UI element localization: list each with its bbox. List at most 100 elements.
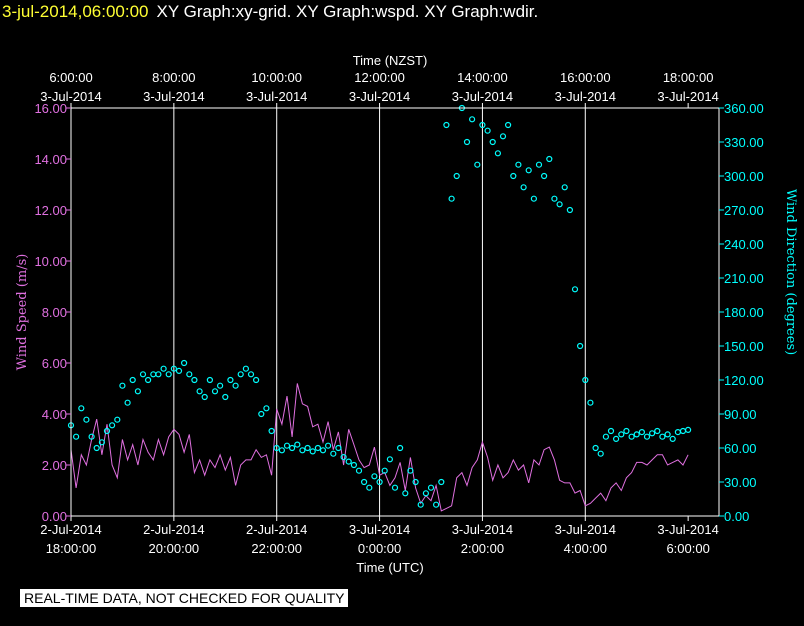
wind-direction-point — [309, 448, 316, 455]
wind-direction-point — [659, 433, 666, 440]
wind-direction-point — [201, 393, 208, 401]
wind-direction-point — [391, 484, 399, 491]
wind-direction-point — [371, 473, 378, 480]
wind-direction-point — [232, 382, 239, 389]
wind-direction-point — [165, 371, 172, 378]
wind-direction-point — [443, 121, 450, 129]
wind-direction-point — [417, 501, 424, 508]
top-tick-label-time: 18:00:00 — [663, 70, 714, 85]
right-tick-label: 210.00 — [724, 271, 764, 286]
wind-direction-point — [623, 427, 630, 435]
wind-direction-point — [134, 388, 141, 395]
bottom-tick-label-time: 4:00:00 — [564, 541, 607, 556]
wind-direction-point — [648, 430, 656, 437]
top-tick-label-date: 3-Jul-2014 — [657, 89, 718, 104]
wind-direction-point — [448, 195, 455, 202]
wind-direction-point — [407, 467, 414, 474]
wind-direction-point — [602, 433, 610, 440]
wind-direction-point — [679, 427, 687, 435]
wind-direction-point — [129, 376, 136, 384]
left-tick-label: 16.00 — [34, 101, 67, 116]
wind-direction-point — [355, 467, 363, 474]
wind-direction-point — [340, 454, 347, 461]
wind-direction-point — [278, 447, 285, 454]
bottom-tick-label-date: 3-Jul-2014 — [657, 522, 718, 537]
wind-direction-point — [103, 427, 111, 435]
wind-direction-point — [191, 376, 198, 384]
left-axis-label: Wind Speed (m/s) — [15, 254, 30, 371]
right-tick-label: 120.00 — [724, 373, 764, 388]
wind-direction-point — [345, 458, 352, 465]
wind-direction-point — [263, 405, 270, 412]
top-tick-label-date: 3-Jul-2014 — [143, 89, 204, 104]
wind-direction-point — [515, 161, 522, 168]
wind-direction-point — [438, 478, 445, 486]
top-tick-label-time: 10:00:00 — [251, 70, 302, 85]
wind-direction-point — [582, 376, 589, 384]
left-tick-label: 10.00 — [34, 254, 67, 269]
wind-direction-point — [155, 371, 162, 378]
wind-direction-point — [433, 501, 440, 508]
right-tick-label: 90.00 — [724, 407, 757, 422]
wind-direction-point — [489, 138, 496, 146]
wind-direction-point — [592, 444, 599, 452]
wind-direction-point — [361, 478, 368, 486]
wind-direction-point — [88, 433, 95, 440]
wind-direction-point — [381, 467, 388, 474]
wind-direction-point — [633, 431, 640, 438]
wind-direction-point — [294, 441, 301, 448]
left-tick-label: 2.00 — [42, 458, 67, 473]
grid — [173, 108, 586, 516]
top-tick-label-time: 6:00:00 — [49, 70, 92, 85]
wind-direction-point — [535, 161, 543, 168]
bottom-tick-label-date: 2-Jul-2014 — [143, 522, 204, 537]
wind-direction-point — [402, 490, 409, 497]
wind-direction-point — [540, 172, 548, 180]
wind-direction-point — [556, 201, 563, 208]
right-tick-label: 240.00 — [724, 237, 764, 252]
wind-direction-point — [196, 388, 203, 395]
bottom-tick-label-date: 3-Jul-2014 — [452, 522, 513, 537]
top-tick-label-date: 3-Jul-2014 — [555, 89, 616, 104]
wind-direction-point — [612, 435, 620, 442]
wind-direction-point — [597, 450, 604, 457]
wind-direction-point — [237, 371, 244, 378]
wind-direction-point — [469, 116, 476, 123]
wind-direction-point — [530, 195, 538, 202]
wind-direction-point — [175, 367, 183, 374]
left-tick-label: 8.00 — [42, 305, 67, 320]
top-tick-label-date: 3-Jul-2014 — [452, 89, 513, 104]
wind-direction-point — [474, 161, 481, 168]
wind-direction-point — [546, 155, 553, 163]
wind-direction-point — [242, 365, 249, 372]
wind-direction-point — [83, 416, 90, 423]
wind-direction-point — [119, 382, 126, 389]
wind-direction-point — [376, 478, 383, 486]
wind-direction-point — [150, 371, 157, 378]
wind-direction-point — [114, 416, 121, 423]
top-tick-label-time: 16:00:00 — [560, 70, 611, 85]
wind-direction-point — [463, 138, 471, 146]
wind-speed-series — [70, 383, 689, 512]
wind-direction-point — [325, 442, 332, 449]
right-tick-label: 330.00 — [724, 135, 764, 150]
right-tick-label: 150.00 — [724, 339, 764, 354]
bottom-tick-label-time: 20:00:00 — [149, 541, 200, 556]
wind-direction-point — [124, 399, 131, 406]
wind-direction-point — [181, 359, 188, 367]
wind-direction-point — [273, 444, 280, 452]
wind-direction-point — [587, 399, 594, 406]
wind-direction-series — [67, 104, 692, 508]
graph-list: XY Graph:xy-grid. XY Graph:wspd. XY Grap… — [156, 2, 539, 21]
left-tick-label: 0.00 — [42, 509, 67, 524]
wind-direction-point — [566, 206, 574, 214]
left-tick-label: 12.00 — [34, 203, 67, 218]
wind-direction-point — [571, 286, 579, 293]
top-tick-label-time: 14:00:00 — [457, 70, 508, 85]
bottom-tick-label-date: 3-Jul-2014 — [349, 522, 410, 537]
wind-direction-point — [551, 195, 558, 202]
wind-direction-point — [664, 431, 671, 438]
wind-direction-point — [422, 490, 429, 497]
wind-direction-point — [479, 121, 486, 129]
